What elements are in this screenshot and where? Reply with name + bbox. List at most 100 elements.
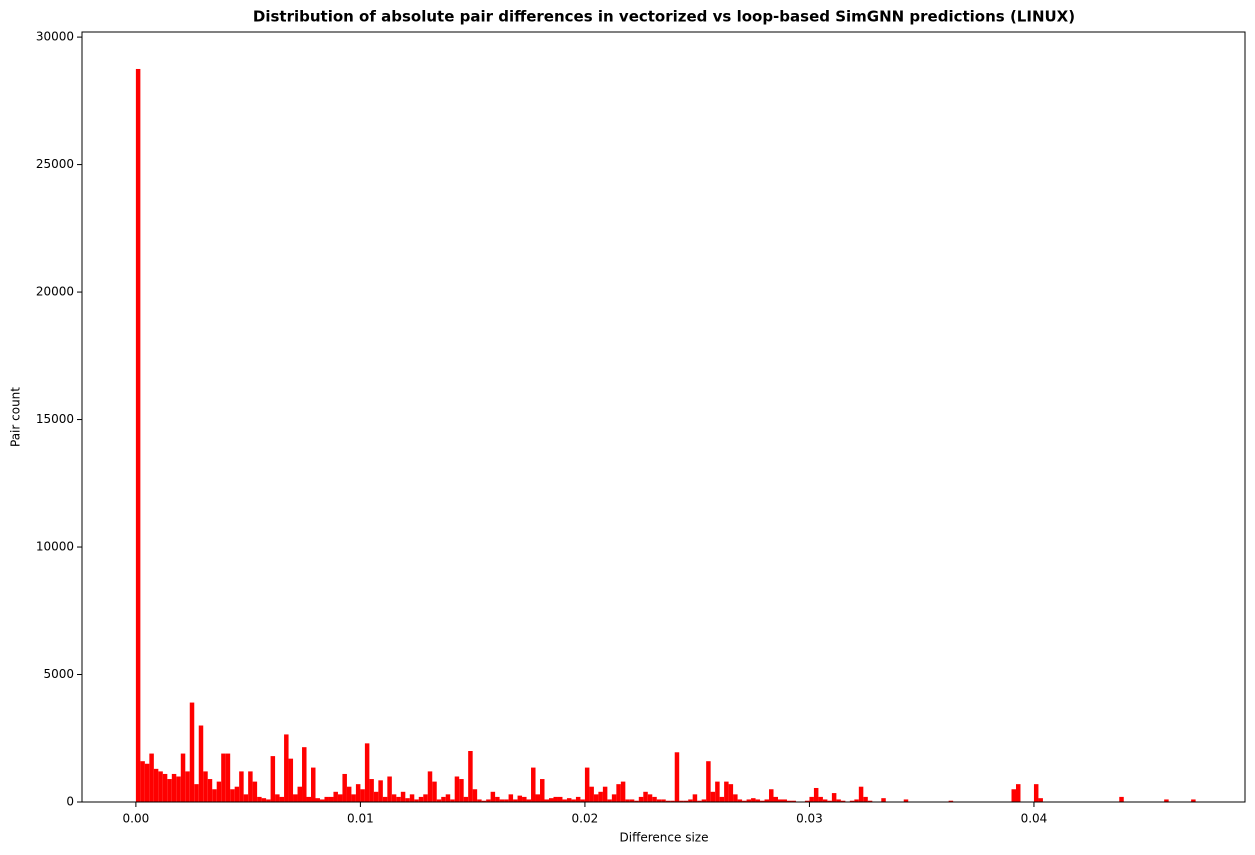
bar	[315, 798, 320, 802]
bar	[378, 780, 383, 802]
bar	[441, 796, 446, 802]
bar	[333, 791, 338, 802]
bar	[324, 796, 329, 802]
bar	[391, 794, 397, 802]
bar	[248, 771, 253, 802]
bar	[602, 786, 608, 802]
y-tick-label: 30000	[36, 30, 74, 44]
bar	[535, 794, 541, 802]
bar	[760, 800, 765, 802]
bar	[382, 796, 388, 802]
x-tick-label: 0.00	[123, 812, 150, 826]
bar	[414, 799, 419, 802]
bar	[656, 799, 662, 802]
bar	[194, 784, 199, 802]
bar	[948, 800, 954, 802]
bar	[486, 799, 491, 802]
bar	[499, 799, 505, 802]
bar	[337, 794, 343, 802]
bar	[778, 799, 783, 802]
bar	[450, 799, 455, 802]
bar	[804, 800, 810, 802]
bar	[638, 796, 644, 802]
bar	[863, 796, 868, 802]
bar	[400, 791, 406, 802]
bar	[472, 789, 478, 802]
bar	[212, 789, 217, 802]
bar	[526, 799, 532, 802]
bar	[418, 796, 424, 802]
bar	[1119, 796, 1124, 802]
bar	[647, 794, 653, 802]
bar	[364, 743, 370, 802]
bar	[266, 799, 271, 802]
bar	[858, 786, 864, 802]
y-tick-label: 20000	[36, 285, 74, 299]
bar	[809, 796, 814, 802]
bar	[261, 798, 267, 802]
bar	[575, 796, 581, 802]
bar	[652, 796, 657, 802]
bar	[1191, 799, 1196, 802]
bar	[171, 773, 177, 802]
bar	[531, 767, 536, 802]
bar	[791, 800, 796, 802]
plot-frame	[81, 31, 1246, 803]
bar	[140, 761, 145, 802]
bar	[270, 756, 276, 802]
bar	[252, 781, 258, 802]
bar	[620, 781, 626, 802]
bar	[405, 798, 410, 802]
bar	[185, 771, 190, 802]
bar	[311, 767, 316, 802]
bar	[611, 794, 617, 802]
bar	[571, 799, 576, 802]
bar	[189, 702, 195, 802]
x-tick-label: 0.01	[347, 812, 374, 826]
bar	[719, 796, 725, 802]
x-tick-label: 0.02	[572, 812, 599, 826]
bar	[836, 799, 841, 802]
bar	[153, 768, 159, 802]
bar	[162, 773, 168, 802]
bar	[297, 786, 303, 802]
x-tick-label: 0.04	[1021, 812, 1048, 826]
bar	[625, 799, 630, 802]
bar	[508, 794, 514, 802]
bar	[445, 794, 451, 802]
bar	[176, 776, 181, 802]
bar	[697, 800, 702, 802]
bar	[135, 68, 141, 802]
bar	[454, 776, 460, 802]
bar	[773, 796, 779, 802]
bar	[548, 798, 554, 802]
bars	[135, 68, 1196, 802]
bar	[243, 794, 249, 802]
x-axis-label: Difference size	[620, 831, 709, 845]
bar	[553, 796, 558, 802]
bar	[396, 796, 401, 802]
bar	[733, 794, 738, 802]
bar	[818, 796, 823, 802]
bar	[328, 796, 334, 802]
bar	[1164, 799, 1169, 802]
bar	[477, 799, 482, 802]
y-tick-label: 0	[66, 795, 74, 809]
bar	[822, 799, 828, 802]
bar	[562, 799, 567, 802]
bar	[463, 796, 469, 802]
bar	[746, 799, 752, 802]
bar	[342, 773, 347, 802]
bar	[216, 781, 222, 802]
bar	[275, 794, 280, 802]
bar	[903, 799, 909, 802]
bar	[742, 800, 747, 802]
y-tick-label: 25000	[36, 157, 74, 171]
bar	[867, 800, 873, 802]
bar	[566, 798, 572, 802]
bar	[468, 751, 473, 802]
bar	[589, 786, 594, 802]
bar	[544, 799, 549, 802]
bar	[360, 789, 365, 802]
bar	[517, 795, 523, 802]
